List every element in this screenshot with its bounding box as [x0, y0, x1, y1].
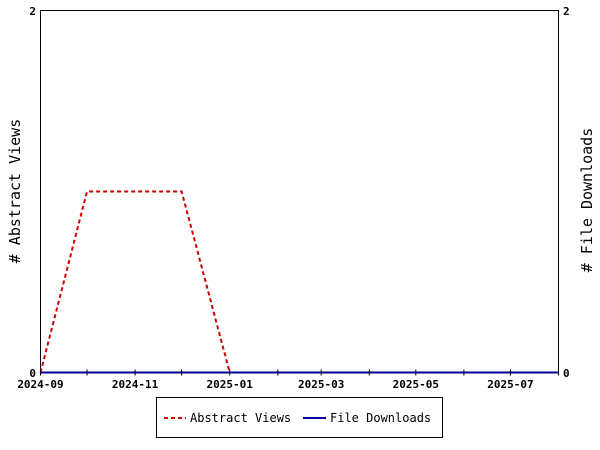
y-left-tick-top: 2: [29, 5, 36, 18]
x-tick-label: 2024-09: [17, 378, 63, 391]
x-tick-label: 2025-01: [207, 378, 254, 391]
x-tick-label: 2024-11: [112, 378, 159, 391]
x-axis-ticks: 2024-09 2024-11 2025-01 2025-03 2025-05 2025-…: [17, 369, 559, 391]
legend-box: [156, 397, 443, 438]
y-right-tick-top: 2: [563, 5, 570, 18]
y-left-tick-bottom: 0: [29, 367, 36, 380]
x-tick-label: 2025-07: [487, 378, 533, 391]
y-left-axis-title: # Abstract Views: [6, 119, 24, 264]
legend-label-file-downloads: File Downloads: [330, 411, 431, 425]
series-layer: [39, 190, 559, 374]
legend: Abstract Views File Downloads: [156, 397, 443, 438]
y-right-axis-title: # File Downloads: [578, 128, 596, 273]
y-right-tick-bottom: 0: [563, 367, 570, 380]
x-tick-label: 2025-03: [298, 378, 344, 391]
x-tick-label: 2025-05: [393, 378, 439, 391]
legend-label-abstract-views: Abstract Views: [190, 411, 291, 425]
